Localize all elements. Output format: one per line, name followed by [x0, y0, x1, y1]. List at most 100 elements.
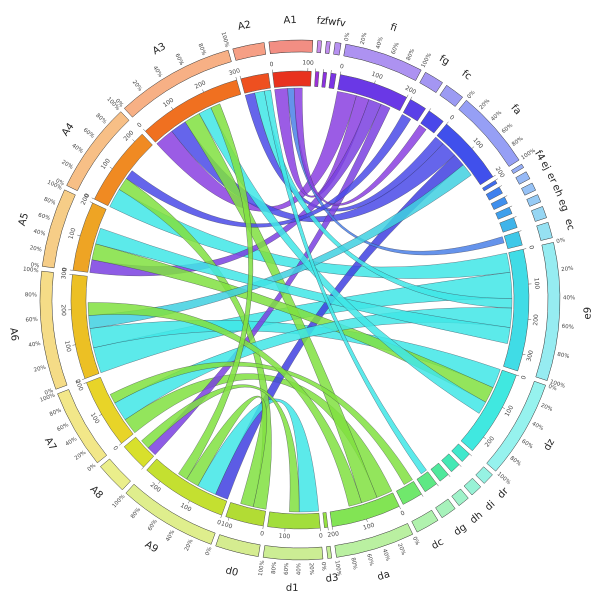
percent-tick-label: 40%	[151, 65, 163, 79]
segment-label: d1	[286, 583, 299, 594]
segment-label: fz	[316, 15, 326, 27]
segment-arc	[86, 376, 134, 444]
percent-tick-label: 60%	[25, 317, 38, 324]
segment-arc	[144, 79, 242, 143]
scale-tick-label: 200	[194, 79, 207, 90]
scale-tick	[436, 483, 439, 487]
chord-ribbon	[184, 113, 378, 504]
scale-tick	[410, 96, 413, 100]
scale-tick	[446, 121, 449, 125]
percent-tick-label: 60%	[284, 563, 291, 576]
percent-tick-label: 0%	[344, 32, 351, 42]
percent-tick-label: 60%	[56, 422, 70, 433]
heatmap-track	[125, 483, 216, 545]
heatmap-track	[411, 509, 439, 533]
chord-ribbon	[264, 89, 427, 475]
heatmap-track	[123, 49, 232, 118]
scale-tick	[406, 94, 409, 98]
scale-tick-label: 200	[59, 304, 66, 316]
scale-tick-label: 100	[504, 404, 516, 418]
percent-tick-label: 20%	[396, 543, 406, 557]
segment-arc	[495, 206, 513, 220]
scale-tick	[109, 166, 113, 169]
percent-tick-label: 60%	[37, 212, 50, 221]
scale-tick	[495, 178, 498, 181]
percent-tick-label: 20%	[308, 563, 315, 575]
percent-tick-label: 60%	[391, 42, 401, 56]
scale-tick	[220, 515, 222, 519]
segment-arc	[329, 492, 400, 528]
segment-label: e9	[582, 307, 594, 320]
percent-tick-label: 40%	[375, 36, 384, 49]
chord-ribbon	[178, 103, 254, 480]
segment-arc	[321, 71, 328, 88]
heatmap-track	[419, 71, 443, 93]
percent-tick-label: 80%	[43, 197, 57, 207]
scale-tick	[448, 474, 451, 477]
segment-arc	[123, 436, 155, 468]
segment-arc	[272, 70, 312, 88]
scale-tick-label: 0	[61, 267, 68, 272]
segment-arc	[396, 481, 422, 505]
scale-tick	[522, 353, 526, 356]
segment-label: A2	[237, 19, 252, 32]
heatmap-track	[435, 498, 456, 519]
heatmap-track	[262, 545, 324, 561]
scale-tick-label: 0	[111, 445, 119, 453]
scale-tick-label: 100	[533, 278, 541, 290]
heatmap-track	[526, 194, 542, 207]
scale-tick	[227, 517, 230, 521]
percent-tick-label: 0%	[44, 388, 54, 397]
scale-tick	[399, 506, 401, 510]
scale-tick	[141, 467, 144, 470]
scale-tick-label: 0	[216, 519, 222, 527]
heatmap-track	[215, 534, 261, 557]
heatmap-track	[57, 389, 108, 464]
heatmap-track	[41, 189, 76, 269]
segment-arc	[267, 511, 321, 530]
percent-tick-label: 0%	[466, 90, 476, 101]
segment-arc	[436, 123, 494, 186]
scale-tick	[98, 414, 102, 417]
scale-tick-label: 100	[63, 340, 72, 353]
segment-arc	[420, 110, 444, 134]
scale-tick	[119, 443, 122, 446]
percent-tick-label: 40%	[563, 295, 575, 301]
scale-tick	[502, 407, 506, 409]
heatmap-track	[515, 171, 531, 185]
segment-arc	[402, 99, 426, 122]
scale-tick	[523, 248, 527, 250]
percent-tick-label: 0%	[114, 98, 124, 108]
scale-tick	[471, 146, 475, 149]
scale-tick-label: 100	[89, 412, 101, 426]
heatmap-track	[39, 270, 68, 390]
percent-tick-label: 0%	[411, 536, 420, 546]
scale-tick-label: 0	[448, 114, 456, 122]
segment-arc	[337, 74, 408, 112]
scale-tick	[158, 481, 161, 484]
chord-ribbon	[274, 88, 370, 198]
segment-label: f4	[532, 149, 547, 163]
segment-label: fg	[437, 53, 451, 68]
segment-arc	[430, 462, 449, 482]
segment-label: dz	[542, 437, 557, 453]
segment-arc	[499, 217, 518, 233]
scale-tick-label: 200	[74, 379, 85, 392]
heatmap-track	[458, 99, 520, 167]
percent-tick-label: 20%	[184, 538, 195, 552]
heatmap-track	[343, 43, 422, 81]
chord-ribbon	[89, 320, 501, 388]
scale-tick	[469, 453, 472, 457]
scale-tick-label: 0	[136, 121, 144, 129]
percent-tick-label: 40%	[65, 436, 79, 448]
segment-label: fw	[324, 16, 337, 28]
percent-tick-label: 0%	[55, 178, 65, 187]
percent-tick-label: 0%	[556, 237, 566, 245]
segment-label: eg	[556, 198, 571, 213]
percent-tick-label: 80%	[25, 292, 37, 298]
segment-arc	[314, 71, 320, 88]
segment-arc	[485, 186, 503, 201]
scale-tick	[366, 519, 368, 523]
scale-tick	[89, 201, 93, 204]
percent-tick-label: 100%	[23, 267, 39, 275]
